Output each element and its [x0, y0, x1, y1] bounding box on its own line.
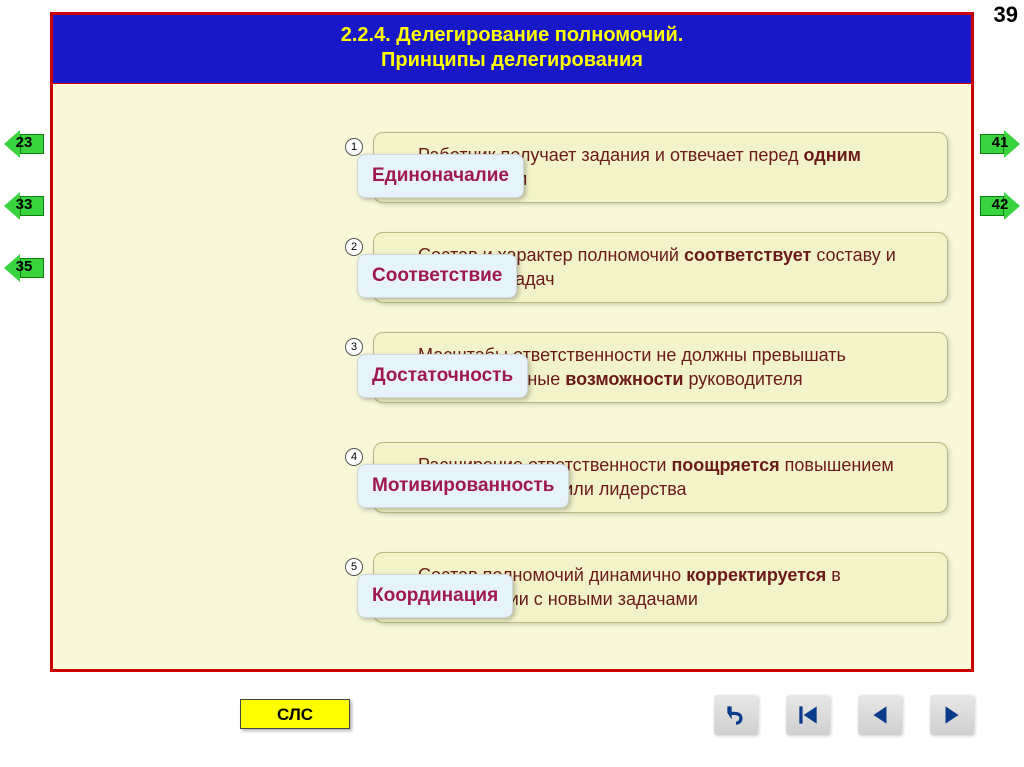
- slide-header: 2.2.4. Делегирование полномочий. Принцип…: [53, 15, 971, 84]
- header-line2: Принципы делегирования: [57, 48, 967, 73]
- principle-row: 1Работник получает задания и отвечает пе…: [373, 132, 948, 203]
- footer: СЛС: [50, 691, 974, 739]
- nav-arrow-left[interactable]: 23: [4, 130, 44, 158]
- principle-chip: Координация: [357, 574, 513, 618]
- page-number: 39: [994, 2, 1018, 28]
- content-area: 1Работник получает задания и отвечает пе…: [53, 84, 971, 664]
- sls-button[interactable]: СЛС: [240, 699, 350, 729]
- next-icon: [939, 702, 965, 728]
- item-number: 4: [345, 448, 363, 466]
- nav-return-button[interactable]: [714, 695, 758, 735]
- nav-controls: [714, 695, 974, 735]
- principle-chip: Достаточность: [357, 354, 528, 398]
- nav-prev-button[interactable]: [858, 695, 902, 735]
- item-number: 2: [345, 238, 363, 256]
- nav-arrow-right[interactable]: 42: [980, 192, 1020, 220]
- principle-row: 5Состав полномочий динамично корректируе…: [373, 552, 948, 623]
- nav-arrow-right[interactable]: 41: [980, 130, 1020, 158]
- principle-chip: Мотивированность: [357, 464, 569, 508]
- nav-arrow-left[interactable]: 35: [4, 254, 44, 282]
- principle-row: 4Расширение ответственности поощряется п…: [373, 442, 948, 513]
- slide-frame: 2.2.4. Делегирование полномочий. Принцип…: [50, 12, 974, 672]
- header-line1: 2.2.4. Делегирование полномочий.: [57, 23, 967, 48]
- prev-icon: [867, 702, 893, 728]
- nav-next-button[interactable]: [930, 695, 974, 735]
- principle-row: 2Состав и характер полномочий соответств…: [373, 232, 948, 303]
- nav-arrow-left[interactable]: 33: [4, 192, 44, 220]
- item-number: 5: [345, 558, 363, 576]
- item-number: 1: [345, 138, 363, 156]
- return-icon: [723, 702, 749, 728]
- principle-chip: Соответствие: [357, 254, 517, 298]
- principle-chip: Единоначалие: [357, 154, 524, 198]
- principle-row: 3Масштабы ответственности не должны прев…: [373, 332, 948, 403]
- first-icon: [795, 702, 821, 728]
- nav-first-button[interactable]: [786, 695, 830, 735]
- item-number: 3: [345, 338, 363, 356]
